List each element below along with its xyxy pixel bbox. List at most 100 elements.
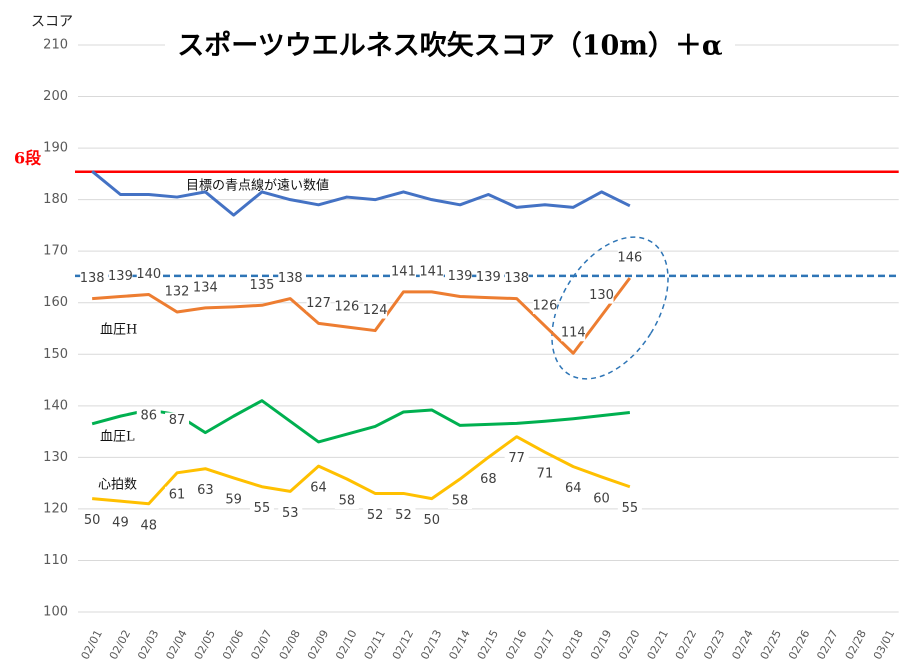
y-tick-label: 200 [43,89,68,104]
label-bg [476,471,501,488]
label-bg [363,302,388,319]
label-bg [108,515,133,532]
series-name: 心拍数 [98,478,137,493]
series-line [92,277,632,355]
highlight-ellipse [551,236,669,380]
y-tick-label: 140 [43,398,68,413]
label-bg [617,249,642,266]
data-label: 146 [617,250,642,265]
x-tick-label: 02/01 [79,628,105,660]
series-line [92,435,631,506]
label-bg [561,325,586,342]
label-bg [476,269,501,286]
y-tick-label: 150 [43,347,68,362]
data-label: 134 [193,280,218,295]
x-tick-label: 02/05 [192,628,218,660]
x-tick-label: 02/07 [248,628,274,660]
data-label: 50 [84,513,101,528]
x-tick-label: 02/03 [135,628,161,660]
data-label: 139 [108,269,133,284]
y-tick-label: 130 [43,450,68,465]
label-bg [193,482,218,499]
x-tick-label: 02/24 [729,628,755,660]
label-bg [306,480,331,497]
data-label: 138 [278,271,303,286]
data-label: 49 [112,516,129,531]
y-tick-label: 110 [43,553,68,568]
data-label: 139 [448,269,473,284]
label-bg [419,263,444,280]
data-label: 68 [480,472,497,487]
data-label: 60 [593,491,610,506]
label-bg [334,493,359,510]
data-label: 130 [589,288,614,303]
x-tick-label: 02/22 [673,628,699,660]
label-bg [136,517,161,534]
x-tick-label: 02/10 [333,628,359,660]
label-bg [249,500,274,517]
data-label: 58 [452,494,469,509]
x-tick-label: 02/14 [446,628,472,660]
y-tick-label: 210 [43,38,68,53]
label-bg [165,486,190,503]
x-tick-label: 02/18 [560,628,586,660]
x-tick-label: 02/28 [843,628,869,660]
x-tick-label: 02/20 [616,628,642,660]
data-label: 71 [537,467,554,482]
label-bg [306,295,331,312]
x-tick-label: 02/09 [305,628,331,660]
y-tick-label: 120 [43,501,68,516]
label-bg [391,507,416,524]
label-bg [589,287,614,304]
data-label: 141 [391,264,416,279]
data-label: 77 [508,451,525,466]
label-bg [561,480,586,497]
x-tick-label: 03/01 [871,628,897,660]
x-tick-label: 02/12 [390,628,416,660]
data-label: 86 [140,408,157,423]
label-bg [278,270,303,287]
x-tick-label: 02/13 [418,628,444,660]
label-bg [108,268,133,285]
label-bg [419,512,444,529]
data-label: 64 [565,481,582,496]
data-label: 87 [169,413,186,428]
y-axis-label: スコア [31,14,73,30]
label-bg [532,297,557,314]
x-tick-label: 02/27 [814,628,840,660]
label-bg [278,505,303,522]
data-label: 59 [225,492,242,507]
x-tick-label: 02/16 [503,628,529,660]
x-tick-label: 02/25 [758,628,784,660]
data-label: 132 [165,285,190,300]
label-bg [80,270,105,287]
label-bg [165,284,190,301]
label-bg [165,412,190,429]
label-bg [334,298,359,315]
data-label: 126 [533,298,558,313]
x-tick-label: 02/11 [362,628,388,660]
x-tick-label: 02/06 [220,628,246,660]
data-label: 55 [254,501,271,516]
title-bg [165,30,735,64]
data-label: 63 [197,483,214,498]
data-label: 138 [504,271,529,286]
label-bg [80,512,105,529]
data-label: 127 [306,296,331,311]
data-label: 135 [250,278,275,293]
label-bg [504,450,529,467]
label-bg [617,500,642,517]
series-line [91,170,631,217]
label-bg [391,263,416,280]
label-bg [504,270,529,287]
data-label: 50 [423,513,440,528]
x-tick-label: 02/15 [475,628,501,660]
data-label: 141 [419,264,444,279]
data-label: 64 [310,481,327,496]
label-bg [448,493,473,510]
data-label: 138 [80,271,105,286]
data-label: 55 [622,501,639,516]
x-tick-label: 02/17 [531,628,557,660]
data-label: 140 [136,267,161,282]
